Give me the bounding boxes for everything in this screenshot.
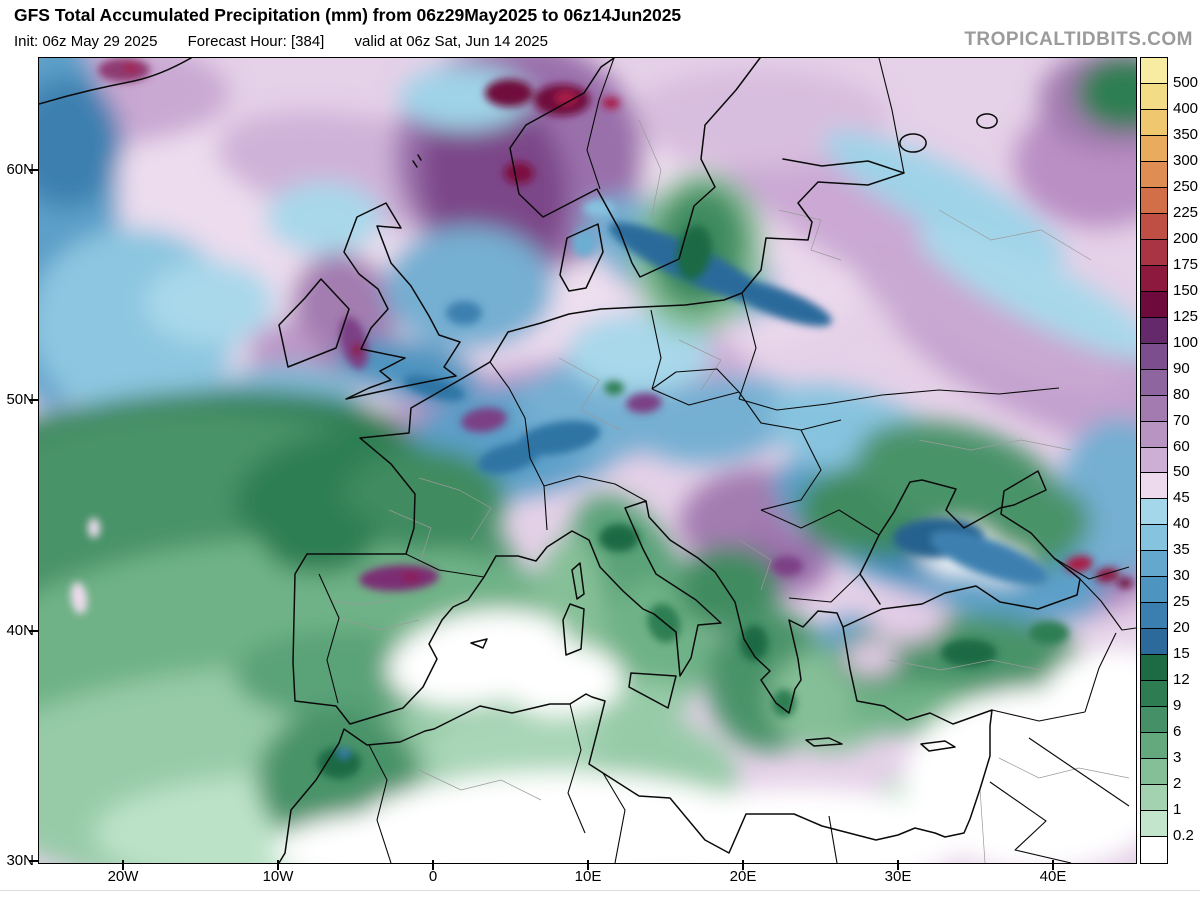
colorbar-label: 1	[1173, 801, 1182, 819]
precip-core-maxima	[70, 58, 1133, 779]
colorbar-label: 70	[1173, 411, 1190, 429]
colorbar-label: 25	[1173, 593, 1190, 611]
x-tick-label: 40E	[1039, 868, 1067, 885]
colorbar-block	[1141, 109, 1167, 136]
x-tick-label: 10E	[574, 868, 602, 885]
init-time-label: Init: 06z May 29 2025	[14, 33, 158, 50]
colorbar-block	[1141, 499, 1167, 526]
colorbar-label: 400	[1173, 99, 1199, 117]
colorbar-block	[1141, 525, 1167, 552]
colorbar-block	[1141, 655, 1167, 682]
colorbar-block	[1141, 603, 1167, 630]
colorbar-block	[1141, 629, 1167, 656]
colorbar-label: 500	[1173, 73, 1199, 91]
y-tick	[29, 169, 38, 171]
coastlines	[39, 58, 1081, 863]
colorbar-label: 300	[1173, 151, 1199, 169]
x-tick-label: 20W	[107, 868, 139, 885]
y-tick-label: 50N	[6, 391, 34, 408]
watermark-tropicaltidbits: TROPICALTIDBITS.COM	[964, 29, 1193, 50]
colorbar-block	[1141, 83, 1167, 110]
page-title: GFS Total Accumulated Precipitation (mm)…	[14, 5, 682, 25]
x-tick-label: 0	[428, 868, 438, 885]
colorbar-label: 2	[1173, 775, 1182, 793]
colorbar-label: 60	[1173, 437, 1190, 455]
colorbar-label: 50	[1173, 463, 1190, 481]
colorbar-block	[1141, 681, 1167, 708]
colorbar-block	[1141, 577, 1167, 604]
colorbar-label: 100	[1173, 333, 1199, 351]
x-tick	[122, 860, 124, 870]
country-borders	[318, 58, 1136, 863]
colorbar-block	[1141, 733, 1167, 760]
colorbar-block	[1141, 837, 1167, 863]
colorbar-label: 350	[1173, 125, 1199, 143]
x-tick	[897, 860, 899, 870]
x-tick	[432, 860, 434, 870]
x-tick-label: 10W	[262, 868, 294, 885]
y-tick	[29, 630, 38, 632]
bottom-rule	[0, 890, 1200, 891]
colorbar-label: 45	[1173, 489, 1190, 507]
x-tick	[277, 860, 279, 870]
colorbar-block	[1141, 473, 1167, 500]
x-tick-label: 30E	[884, 868, 912, 885]
precip-soft-fields	[39, 58, 1136, 863]
colorbar-legend	[1140, 57, 1168, 864]
colorbar-label: 175	[1173, 255, 1199, 273]
colorbar-block	[1141, 187, 1167, 214]
colorbar-block	[1141, 317, 1167, 344]
y-tick	[29, 399, 38, 401]
colorbar-label: 150	[1173, 281, 1199, 299]
colorbar-block	[1141, 291, 1167, 318]
x-tick	[1052, 860, 1054, 870]
colorbar-label: 6	[1173, 723, 1182, 741]
colorbar-block	[1141, 239, 1167, 266]
y-tick	[29, 860, 38, 862]
map-subtitle: Init: 06z May 29 2025 Forecast Hour: [38…	[14, 33, 574, 50]
valid-time-label: valid at 06z Sat, Jun 14 2025	[354, 33, 548, 50]
colorbar-label: 80	[1173, 385, 1190, 403]
colorbar-label: 12	[1173, 671, 1190, 689]
colorbar-block	[1141, 551, 1167, 578]
y-tick-label: 40N	[6, 622, 34, 639]
y-tick-label: 30N	[6, 852, 34, 869]
colorbar-block	[1141, 421, 1167, 448]
colorbar-label: 200	[1173, 229, 1199, 247]
colorbar-block	[1141, 369, 1167, 396]
forecast-hour-label: Forecast Hour: [384]	[187, 33, 325, 50]
x-tick	[742, 860, 744, 870]
colorbar-label: 90	[1173, 359, 1190, 377]
colorbar-block	[1141, 161, 1167, 188]
colorbar-block	[1141, 447, 1167, 474]
colorbar-label: 35	[1173, 541, 1190, 559]
x-tick	[587, 860, 589, 870]
colorbar-block	[1141, 265, 1167, 292]
colorbar-block	[1141, 759, 1167, 786]
colorbar-label: 3	[1173, 749, 1182, 767]
map-canvas	[38, 57, 1137, 864]
colorbar-label: 40	[1173, 515, 1190, 533]
colorbar-block	[1141, 58, 1167, 84]
colorbar-label: 15	[1173, 645, 1190, 663]
colorbar-block	[1141, 343, 1167, 370]
colorbar-label: 250	[1173, 177, 1199, 195]
admin-boundaries	[328, 119, 1130, 863]
colorbar-label: 20	[1173, 619, 1190, 637]
colorbar-label: 0.2	[1173, 827, 1194, 845]
colorbar-label: 225	[1173, 203, 1199, 221]
colorbar-label: 125	[1173, 307, 1199, 325]
colorbar-block	[1141, 395, 1167, 422]
colorbar-block	[1141, 811, 1167, 838]
colorbar-block	[1141, 213, 1167, 240]
x-tick-label: 20E	[729, 868, 757, 885]
precipitation-map-svg	[39, 58, 1136, 863]
colorbar-label: 9	[1173, 697, 1182, 715]
colorbar-block	[1141, 135, 1167, 162]
colorbar-label: 30	[1173, 567, 1190, 585]
colorbar-block	[1141, 785, 1167, 812]
y-tick-label: 60N	[6, 161, 34, 178]
colorbar-block	[1141, 707, 1167, 734]
